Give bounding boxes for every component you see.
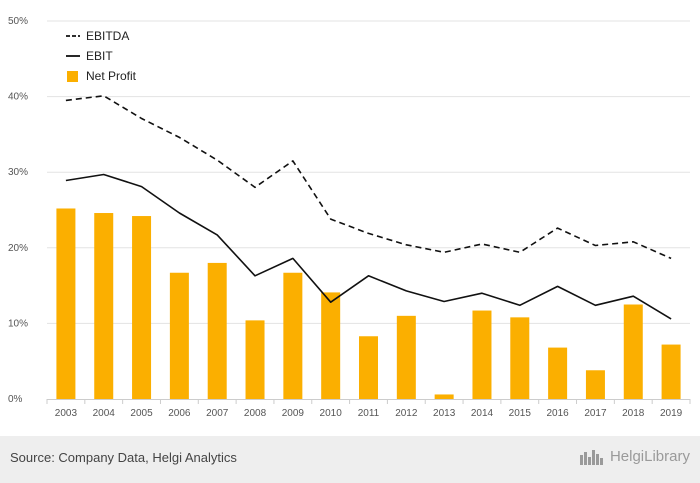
net-profit-bar <box>661 344 681 399</box>
brand-name: HelgiLibrary <box>609 448 690 465</box>
net-profit-bar <box>510 317 530 399</box>
net-profit-bar <box>434 394 454 399</box>
x-tick-label: 2018 <box>622 408 645 419</box>
y-tick-label: 40% <box>8 92 28 103</box>
net-profit-bar <box>396 315 416 399</box>
net-profit-bar <box>472 310 492 399</box>
x-tick-label: 2012 <box>395 408 418 419</box>
net-profit-bars <box>56 208 681 399</box>
legend-swatch-net-profit <box>67 71 78 82</box>
x-tick-label: 2003 <box>55 408 78 419</box>
ebitda-line <box>65 95 672 260</box>
y-axis-ticks: 0% 10% 20% 30% 40% 50% <box>8 16 28 405</box>
net-profit-bar <box>359 336 378 399</box>
x-tick-label: 2017 <box>584 408 607 419</box>
city-skyline-icon <box>579 449 603 465</box>
x-tick-label: 2019 <box>660 408 683 419</box>
legend-label-ebitda: EBITDA <box>86 29 129 43</box>
x-tick-label: 2013 <box>433 408 456 419</box>
net-profit-bar <box>245 320 265 399</box>
brand-logo: HelgiLibrary <box>579 448 690 465</box>
net-profit-bar <box>132 216 152 399</box>
ebit-line <box>65 173 672 320</box>
x-tick-label: 2010 <box>320 408 343 419</box>
y-tick-label: 30% <box>8 167 28 178</box>
line-series <box>65 95 672 320</box>
legend-label-net-profit: Net Profit <box>86 69 137 83</box>
x-tick-label: 2006 <box>168 408 191 419</box>
net-profit-bar <box>321 292 341 399</box>
x-tick-label: 2015 <box>509 408 532 419</box>
x-tick-label: 2009 <box>282 408 305 419</box>
x-tick-label: 2016 <box>546 408 569 419</box>
net-profit-bar <box>548 347 568 399</box>
net-profit-bar <box>585 370 605 399</box>
source-note: Source: Company Data, Helgi Analytics <box>10 450 237 465</box>
net-profit-bar <box>207 262 227 399</box>
x-axis: 2003 2004 2005 2006 2007 2008 2009 2010 2011 2012… <box>46 399 691 419</box>
net-profit-bar <box>623 304 643 399</box>
y-tick-label: 10% <box>8 318 28 329</box>
legend-label-ebit: EBIT <box>86 49 113 63</box>
net-profit-bar <box>56 208 76 399</box>
x-tick-label: 2004 <box>93 408 116 419</box>
footer: Source: Company Data, Helgi Analytics He… <box>0 436 700 483</box>
y-tick-label: 20% <box>8 243 28 254</box>
x-tick-label: 2008 <box>244 408 267 419</box>
y-tick-label: 0% <box>8 394 23 405</box>
y-tick-label: 50% <box>8 16 28 27</box>
x-tick-label: 2005 <box>130 408 153 419</box>
x-tick-label: 2011 <box>358 408 380 419</box>
x-tick-label: 2007 <box>206 408 229 419</box>
x-tick-label: 2014 <box>471 408 494 419</box>
net-profit-bar <box>283 272 303 399</box>
gridlines <box>47 20 690 324</box>
net-profit-bar <box>94 213 114 399</box>
legend: EBITDA EBIT Net Profit <box>66 29 137 83</box>
net-profit-bar <box>169 272 189 399</box>
chart-area: 0%10%20%30%40%50% 2003 2004 2005 2006 2007 20… <box>8 16 691 419</box>
